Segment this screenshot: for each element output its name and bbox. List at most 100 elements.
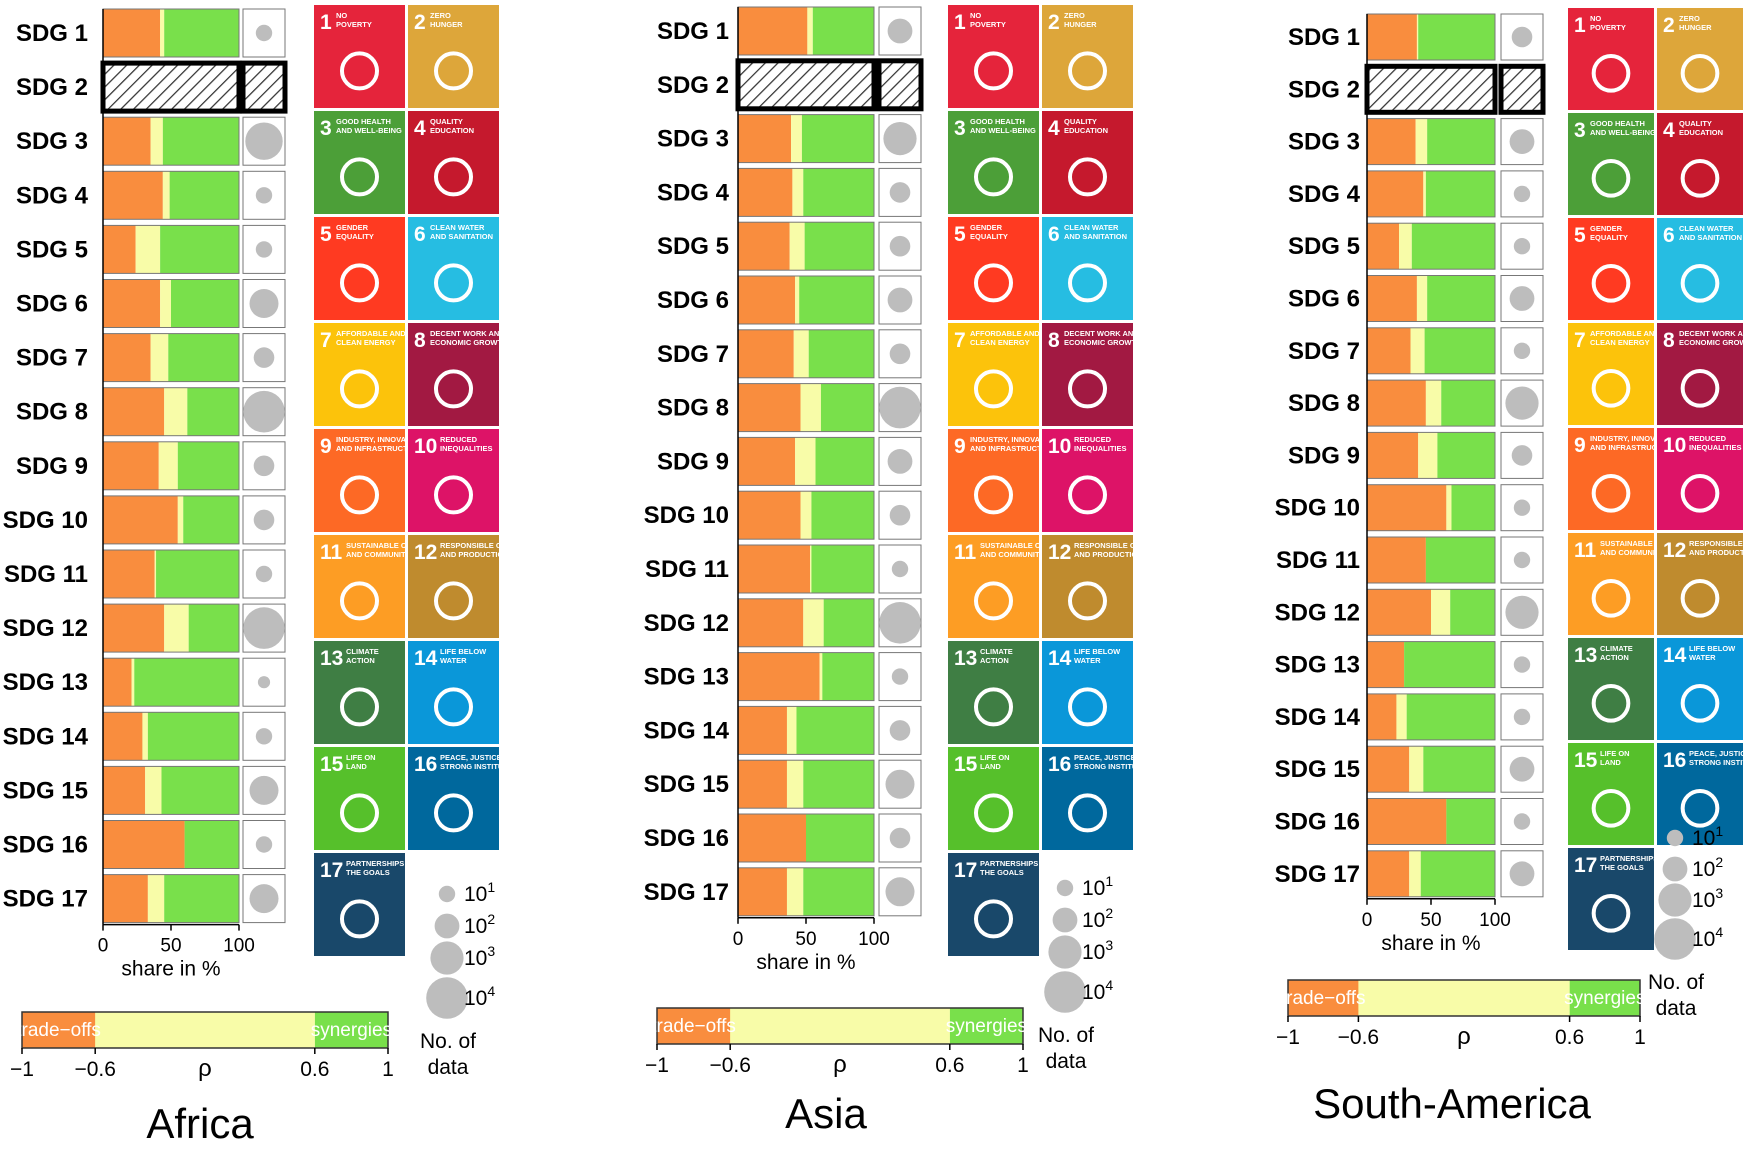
colorbar-tradeoff-label: trade−offs [1281,988,1366,1009]
data-count-dot [253,509,275,531]
sdg-tile-name-line: GENDER [1590,224,1623,233]
sdg-tile-name-line: EQUALITY [970,232,1008,241]
sdg-row-label: SDG 17 [644,879,729,906]
sdg-tile-pictogram [433,263,474,303]
sdg-row-label: SDG 9 [1288,442,1360,469]
colorbar-frame [656,1007,1024,1045]
sdg-tile-number: 17 [954,859,977,882]
sdg-tile-name: GOOD HEALTH AND WELL-BEING [1590,119,1656,137]
sdg-tile-14: 14 LIFE BELOW WATER [1042,641,1133,744]
sdg-tile-pictogram [1591,53,1631,93]
neutral-bar-segment [1410,327,1425,374]
sdg-tile-name: GOOD HEALTH AND WELL-BEING [336,117,402,135]
tradeoff-bar-segment [738,276,796,324]
sdg-tile-pictogram [433,369,474,409]
sdg-tile-name-line: PARTNERSHIPS FOR [980,859,1057,868]
sdg-tile-name-line: HUNGER [430,20,463,29]
tradeoff-bar-segment [738,437,796,486]
sdg-row-label: SDG 2 [657,72,729,99]
synergy-bar-segment [806,814,874,862]
sdg-tile-name-line: SUSTAINABLE CITIES [980,541,1059,550]
size-legend-exponent: 2 [1715,854,1723,870]
sdg-row-label: SDG 6 [1288,286,1360,313]
sdg-tile-7: 7 AFFORDABLE AND CLEAN ENERGY [314,323,406,426]
data-count-dot [255,728,273,745]
no-data-hatched-cell [876,58,924,112]
sdg-tile-number: 2 [414,11,426,34]
sdg-tile-name: GENDER EQUALITY [336,223,374,241]
tradeoff-bar-segment [103,874,148,923]
sdg-tile-6: 6 CLEAN WATER AND SANITATION [1042,217,1133,320]
sdg-tile-number: 11 [1574,539,1597,562]
data-count-dot [1513,708,1531,726]
colorbar-synergy-label: synergies [1564,988,1645,1009]
size-legend-dot [1662,856,1688,882]
sdg-tile-name-line: WATER [440,656,467,665]
sdg-tile-name-line: LIFE BELOW [1074,647,1121,656]
colorbar-tick-label: −1 [645,1054,669,1077]
sdg-tile-name-line: AND INFRASTRUCTURE [1590,443,1678,452]
sdg-tile-pictogram [1067,157,1108,197]
sdg-row-label: SDG 15 [644,771,729,798]
sdg-tile-pictogram [339,51,380,91]
sdg-tile-name: CLEAN WATER AND SANITATION [1679,224,1742,242]
x-axis-label: share in % [1381,932,1480,955]
sdg-tile-pictogram [1067,51,1108,91]
sdg-tile-14: 14 LIFE BELOW WATER [408,641,499,744]
tradeoff-bar-segment [1367,798,1447,845]
sdg-tile-number: 9 [320,435,332,458]
sdg-tile-name-line: REDUCED [440,435,478,444]
size-legend-base: 10 [1082,877,1105,900]
neutral-bar-segment [160,279,171,328]
sdg-tile-background [948,111,1039,214]
tradeoff-bar-segment [103,225,136,274]
tradeoff-bar-segment [738,545,811,593]
sdg-tile-number: 1 [1574,14,1586,37]
sdg-tile-name-line: DECENT WORK AND [1064,329,1139,338]
sdg-tile-name-line: ECONOMIC GROWTH [1064,338,1142,347]
size-legend-base: 10 [1082,941,1105,964]
neutral-bar-segment [800,491,812,540]
sdg-tile-pictogram [1591,893,1631,933]
sdg-tile-name-line: AND WELL-BEING [970,126,1036,135]
sdg-row-label: SDG 5 [1288,233,1360,260]
data-count-dot [255,187,273,204]
tradeoff-bar-segment [103,604,165,653]
sdg-tile-pictogram [973,51,1014,91]
sdg-tile-pictogram [1067,475,1108,515]
sdg-row-label: SDG 4 [657,179,730,206]
synergy-bar-segment [822,652,874,701]
x-tick-label: 0 [1362,910,1373,931]
data-count-dot [889,182,911,203]
data-count-dot [887,449,913,474]
synergy-bar-segment [177,441,239,490]
sdg-tile-name: NO POVERTY [1590,14,1626,32]
sdg-tile-13: 13 CLIMATE ACTION [948,641,1039,744]
sdg-tile-background [1657,428,1743,530]
sdg-row-label: SDG 6 [16,291,88,318]
sdg-tile-background [948,323,1039,426]
data-count-dot [891,668,909,685]
tradeoff-bar-segment [738,222,790,271]
data-count-dot [249,775,279,805]
sdg-row-label: SDG 12 [1275,599,1360,626]
sdg-row-label: SDG 3 [657,126,729,153]
tradeoff-bar-segment [738,491,801,540]
sdg-tile-name-line: CLEAN ENERGY [336,338,396,347]
sdg-tile-5: 5 GENDER EQUALITY [1568,218,1654,320]
size-legend-base: 10 [1082,909,1105,932]
sdg-tile-background [408,641,499,744]
sdg-tile-number: 5 [320,223,332,246]
sdg-tile-name: CLIMATE ACTION [1600,644,1633,662]
sdg-tile-name-line: QUALITY [430,117,463,126]
sdg-tile-9: 9 INDUSTRY, INNOVATION AND INFRASTRUCTURE [314,429,424,532]
sdg-tile-pictogram [1591,473,1631,513]
synergy-bar-segment [171,279,239,328]
synergy-bar-segment [1420,850,1495,897]
sdg-tile-background [1657,638,1743,740]
colorbar-neutral-fill [730,1008,950,1044]
sdg-tile-name-line: AND PRODUCTION [440,550,509,559]
